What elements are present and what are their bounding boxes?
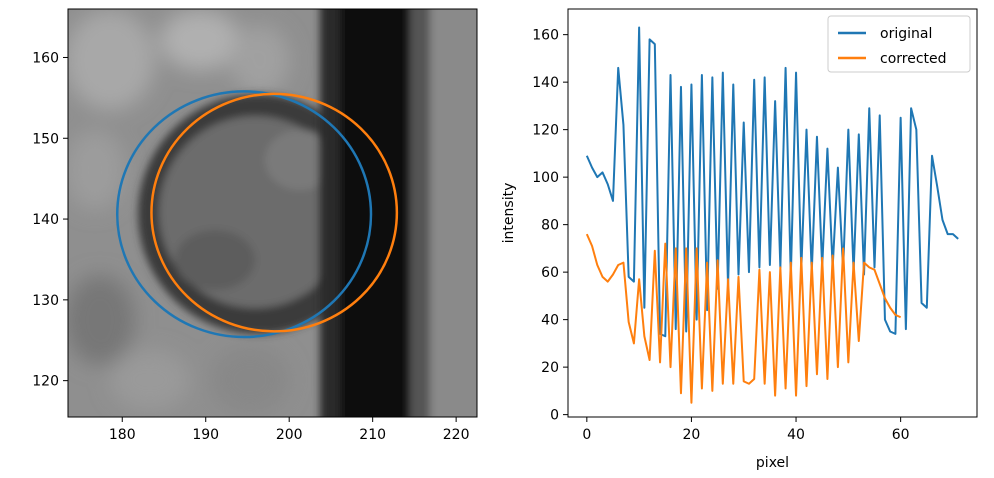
image-y-ticks: 120 130 140 150 160 bbox=[32, 50, 68, 390]
profile-axes-frame bbox=[567, 8, 978, 418]
y-tick-label: 60 bbox=[541, 265, 559, 281]
x-tick-label: 220 bbox=[443, 427, 470, 443]
legend: original corrected bbox=[827, 15, 971, 73]
x-tick-label: 210 bbox=[359, 427, 386, 443]
y-tick-label: 120 bbox=[532, 123, 559, 139]
y-tick-label: 20 bbox=[541, 360, 559, 376]
y-tick-label: 0 bbox=[550, 408, 559, 424]
y-tick-label: 130 bbox=[32, 293, 59, 309]
x-tick-label: 200 bbox=[276, 427, 303, 443]
profile-y-ticks: 0 20 40 60 80 100 120 140 160 bbox=[532, 28, 568, 424]
y-tick-label: 160 bbox=[532, 28, 559, 44]
y-tick-label: 120 bbox=[32, 374, 59, 390]
image-x-ticks: 180 190 200 210 220 bbox=[109, 417, 470, 443]
series-line-corrected bbox=[585, 233, 902, 404]
x-tick-label: 190 bbox=[192, 427, 219, 443]
intensity-lines bbox=[585, 26, 959, 404]
grayscale-image bbox=[68, 9, 477, 417]
legend-label-corrected: corrected bbox=[880, 51, 947, 67]
x-tick-label: 20 bbox=[683, 427, 701, 443]
y-tick-label: 100 bbox=[532, 170, 559, 186]
x-axis-label: pixel bbox=[756, 455, 789, 471]
x-tick-label: 40 bbox=[787, 427, 805, 443]
fitted-circle-blue bbox=[115, 90, 373, 339]
legend-label-original: original bbox=[880, 26, 932, 42]
intensity-panel: 0 20 40 60 0 20 40 60 80 100 120 140 160 pixel inte… bbox=[501, 8, 978, 471]
x-tick-label: 60 bbox=[892, 427, 910, 443]
image-panel: 180 190 200 210 220 120 130 140 150 160 bbox=[32, 8, 478, 443]
y-tick-label: 40 bbox=[541, 313, 559, 329]
profile-x-ticks: 0 20 40 60 bbox=[582, 417, 910, 443]
y-tick-label: 80 bbox=[541, 218, 559, 234]
series-line-original bbox=[585, 26, 959, 338]
y-tick-label: 140 bbox=[32, 212, 59, 228]
x-tick-label: 0 bbox=[582, 427, 591, 443]
y-tick-label: 160 bbox=[32, 50, 59, 66]
y-tick-label: 140 bbox=[532, 75, 559, 91]
y-tick-label: 150 bbox=[32, 131, 59, 147]
x-tick-label: 180 bbox=[109, 427, 136, 443]
image-axes-frame bbox=[67, 8, 478, 418]
fitted-circle-orange bbox=[150, 92, 399, 333]
fitted-circles bbox=[115, 90, 399, 339]
y-axis-label: intensity bbox=[501, 183, 517, 244]
